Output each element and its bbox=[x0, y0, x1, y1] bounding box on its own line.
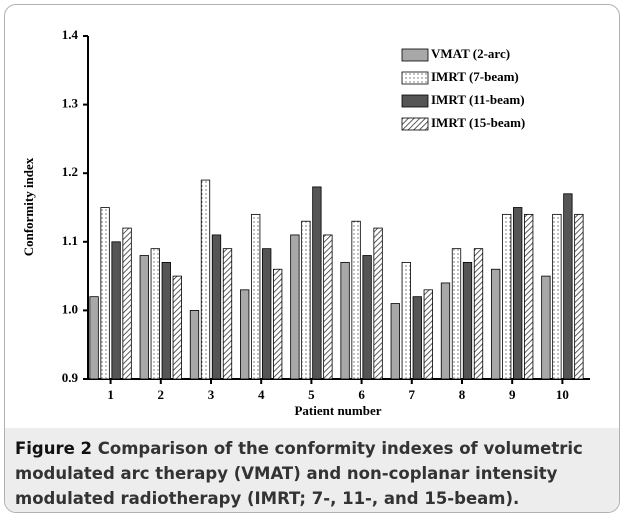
legend-swatch bbox=[401, 48, 429, 62]
bar bbox=[200, 179, 211, 380]
bar bbox=[323, 234, 333, 380]
bar bbox=[262, 248, 272, 380]
bar bbox=[412, 296, 422, 380]
bar bbox=[251, 213, 261, 380]
bar bbox=[122, 227, 132, 380]
y-axis-label: Conformity index bbox=[21, 157, 36, 256]
bar bbox=[100, 207, 110, 380]
bar bbox=[362, 255, 372, 380]
y-tick-label: 1.0 bbox=[62, 301, 78, 316]
bar bbox=[211, 234, 222, 380]
x-tick-label: 5 bbox=[308, 387, 315, 402]
x-axis-label: Patient number bbox=[294, 403, 381, 418]
bar bbox=[541, 275, 551, 380]
bar bbox=[111, 241, 121, 380]
bar bbox=[172, 275, 182, 380]
bar bbox=[423, 289, 433, 380]
bar bbox=[139, 255, 149, 380]
legend-label: VMAT (2-arc) bbox=[431, 46, 510, 61]
bar bbox=[340, 261, 350, 380]
x-tick-label: 6 bbox=[358, 387, 365, 402]
caption-label: Figure 2 bbox=[15, 439, 93, 458]
x-tick-label: 2 bbox=[158, 387, 165, 402]
bar bbox=[273, 268, 283, 380]
bar bbox=[502, 213, 512, 380]
y-tick-label: 1.4 bbox=[62, 27, 79, 42]
bar bbox=[150, 248, 160, 380]
chart: Conformity index Patient number 0.9 1.0 1.… bbox=[21, 27, 590, 418]
bar bbox=[473, 248, 484, 380]
bar bbox=[574, 213, 584, 380]
bar bbox=[290, 234, 300, 380]
bar bbox=[440, 282, 451, 380]
legend-label: IMRT (11-beam) bbox=[431, 92, 525, 107]
x-tick-label: 9 bbox=[509, 387, 516, 402]
legend-swatch bbox=[401, 117, 429, 131]
bar bbox=[524, 213, 534, 380]
bar bbox=[189, 309, 200, 380]
bar bbox=[513, 207, 523, 380]
bar bbox=[390, 303, 400, 380]
y-tick-label: 0.9 bbox=[62, 370, 79, 385]
bar bbox=[301, 220, 311, 380]
x-tick-label: 3 bbox=[208, 387, 215, 402]
legend-swatch bbox=[401, 71, 429, 85]
caption-text: Comparison of the conformity indexes of … bbox=[15, 439, 583, 508]
legend-swatch bbox=[401, 94, 429, 108]
caption: Figure 2 Comparison of the conformity in… bbox=[5, 428, 619, 511]
legend-label: IMRT (7-beam) bbox=[431, 69, 519, 84]
x-tick-label: 7 bbox=[409, 387, 416, 402]
bar bbox=[462, 261, 473, 380]
y-tick-label: 1.1 bbox=[62, 233, 78, 248]
bar bbox=[312, 186, 322, 380]
y-tick-label: 1.3 bbox=[62, 96, 79, 111]
bar bbox=[563, 193, 573, 380]
x-tick-label: 10 bbox=[556, 387, 569, 402]
bar bbox=[222, 248, 233, 380]
bar bbox=[491, 268, 501, 380]
y-tick-label: 1.2 bbox=[62, 164, 78, 179]
bar bbox=[240, 289, 250, 380]
bar bbox=[89, 296, 99, 380]
bar bbox=[552, 213, 562, 380]
bar bbox=[161, 261, 171, 380]
bar bbox=[451, 248, 462, 380]
x-tick-label: 1 bbox=[107, 387, 114, 402]
x-tick-label: 4 bbox=[258, 387, 265, 402]
bar bbox=[401, 261, 411, 380]
x-tick-label: 8 bbox=[459, 387, 466, 402]
caption-box: Figure 2 Comparison of the conformity in… bbox=[5, 428, 619, 512]
bar bbox=[373, 227, 383, 380]
legend-label: IMRT (15-beam) bbox=[431, 115, 525, 130]
bar bbox=[351, 220, 361, 380]
